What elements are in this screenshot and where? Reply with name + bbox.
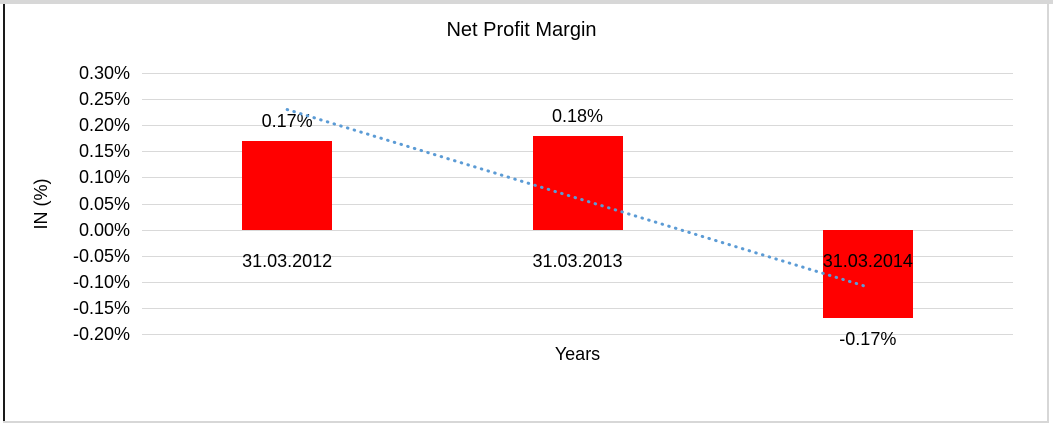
- gridline: [142, 281, 1013, 283]
- top-border-strip: [0, 0, 1053, 4]
- gridline: [142, 334, 1013, 335]
- category-label: 31.03.2012: [242, 250, 333, 271]
- y-tick-label: 0.30%: [78, 63, 130, 83]
- y-tick-label: -0.15%: [72, 297, 130, 318]
- data-label: -0.17%: [839, 329, 897, 350]
- bar: [532, 135, 623, 230]
- y-tick-label: 0.20%: [78, 115, 130, 136]
- frame-left-border: [3, 4, 5, 422]
- y-tick-label: -0.10%: [72, 271, 130, 292]
- category-label: 31.03.2013: [532, 250, 623, 271]
- frame-right-border: [1047, 4, 1049, 423]
- y-tick-label: 0.10%: [78, 167, 130, 188]
- bar: [242, 140, 333, 230]
- y-tick-label: 0.00%: [78, 219, 130, 240]
- gridline: [142, 73, 1013, 74]
- data-label: 0.18%: [551, 105, 604, 126]
- gridline: [142, 125, 1013, 127]
- y-tick-label: -0.20%: [72, 324, 130, 344]
- data-label: 0.17%: [261, 110, 313, 131]
- y-axis-tick-labels: 0.30% 0.25% 0.20% 0.15% 0.10% 0.05% 0.00% -0.05…: [0, 0, 130, 426]
- frame-bottom-border: [3, 421, 1049, 423]
- trendline: [285, 108, 870, 289]
- gridline: [142, 307, 1013, 309]
- y-tick-label: 0.25%: [78, 89, 130, 110]
- y-tick-label: 0.15%: [78, 141, 130, 162]
- x-axis-title: Years: [554, 344, 601, 364]
- category-label: 31.03.2014: [822, 250, 913, 271]
- gridline: [142, 255, 1013, 257]
- chart-title: Net Profit Margin: [446, 19, 597, 41]
- y-tick-label: -0.05%: [72, 245, 130, 266]
- gridline: [142, 99, 1013, 101]
- bar: [822, 229, 913, 319]
- y-tick-label: 0.05%: [78, 193, 130, 214]
- gridline: [142, 229, 1013, 231]
